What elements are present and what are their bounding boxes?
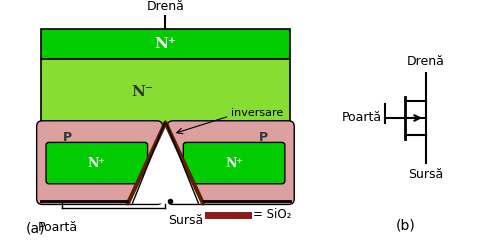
Bar — [41, 29, 289, 59]
Text: Sursă: Sursă — [168, 214, 203, 227]
Text: Sursă: Sursă — [407, 168, 442, 181]
Polygon shape — [128, 123, 202, 204]
FancyBboxPatch shape — [183, 142, 284, 184]
Text: N⁺: N⁺ — [88, 156, 106, 170]
Text: Drenă: Drenă — [406, 55, 444, 68]
FancyBboxPatch shape — [46, 142, 147, 184]
Text: Poartă: Poartă — [341, 112, 381, 124]
Text: Poartă: Poartă — [37, 221, 77, 234]
Text: N⁻: N⁻ — [131, 85, 153, 99]
FancyBboxPatch shape — [37, 121, 162, 204]
Bar — [41, 59, 289, 125]
Text: N⁺: N⁺ — [154, 37, 176, 51]
Text: (b): (b) — [394, 219, 414, 233]
Text: N⁺: N⁺ — [224, 156, 242, 170]
Text: P: P — [63, 131, 72, 144]
FancyBboxPatch shape — [167, 121, 294, 204]
Text: Drenă: Drenă — [146, 0, 184, 13]
Text: inversare: inversare — [231, 108, 283, 118]
Text: = SiO₂: = SiO₂ — [253, 208, 291, 221]
Text: (a): (a) — [26, 221, 46, 235]
Text: P: P — [258, 131, 267, 144]
Bar — [41, 125, 289, 201]
